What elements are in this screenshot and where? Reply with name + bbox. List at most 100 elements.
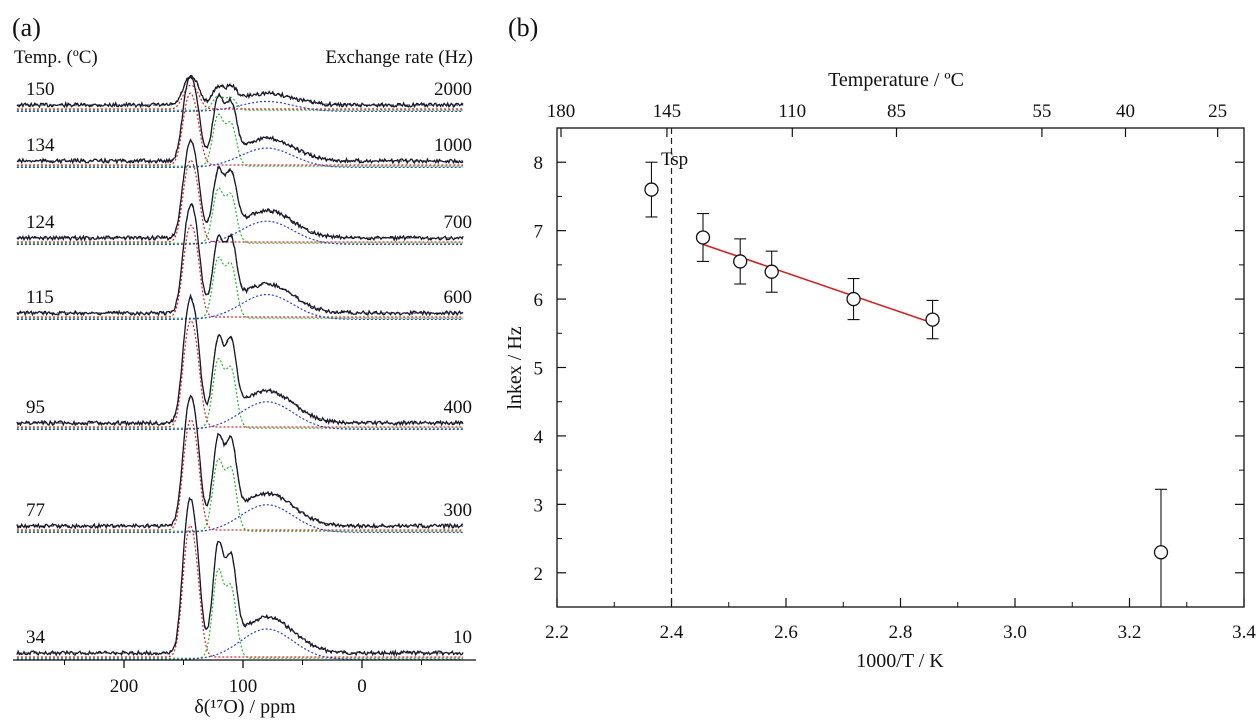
a-tick-label: 200 <box>110 676 139 697</box>
top-tick-label: 25 <box>1208 101 1227 122</box>
x-tick-label: 2.6 <box>774 622 798 643</box>
fit-curve <box>16 75 464 162</box>
data-point-0 <box>644 161 659 218</box>
component-2 <box>16 220 464 245</box>
top-tick-label: 55 <box>1032 101 1051 122</box>
component-1 <box>16 187 464 244</box>
rate-label: 1000 <box>434 135 472 156</box>
panel-b: (b) Temperature / ºC 2.2 2.4 2.6 2.8 3.0 3.2 3… <box>504 13 1256 672</box>
component-2 <box>16 293 464 320</box>
component-0 <box>16 418 464 531</box>
fit-curve <box>16 296 464 424</box>
panel-a-xlabel: δ(¹⁷O) / ppm <box>194 696 296 718</box>
temp-label: 115 <box>26 287 54 308</box>
experimental-curve <box>16 394 464 530</box>
marker <box>925 312 940 327</box>
x-tick-label: 2.4 <box>660 622 684 643</box>
marker <box>695 230 711 245</box>
component-2 <box>16 504 464 533</box>
y-tick-label: 6 <box>534 290 544 311</box>
data-point-3 <box>764 250 779 293</box>
data-point-6 <box>1153 488 1169 607</box>
spectra-layer: 150 2000 134 1000 124 700 115 600 95 400 77 300 34 10 <box>16 74 473 660</box>
temp-label: 150 <box>26 79 55 100</box>
component-1 <box>16 256 464 319</box>
top-tick-label: 180 <box>547 101 576 122</box>
rate-label: 2000 <box>434 79 472 100</box>
component-1 <box>16 357 464 429</box>
marker <box>846 291 861 307</box>
spectrum-134: 134 1000 <box>16 75 472 168</box>
marker <box>1153 545 1169 560</box>
spectrum-150: 150 2000 <box>16 74 472 112</box>
y-tick-label: 3 <box>534 495 544 516</box>
plot-frame <box>556 127 1245 608</box>
top-tick-label: 85 <box>887 101 906 122</box>
component-0 <box>16 224 464 318</box>
panel-b-xlabel: 1000/T / K <box>856 650 944 672</box>
y-tick-label: 8 <box>534 153 544 174</box>
spectrum-95: 95 400 <box>16 293 472 430</box>
y-tick-label: 5 <box>534 359 544 380</box>
spectrum-77: 77 300 <box>16 394 473 533</box>
marker <box>644 182 659 197</box>
fit-curve <box>16 204 464 314</box>
experimental-curve <box>16 202 464 317</box>
panel-b-label: (b) <box>508 13 538 42</box>
x-tick-label: 3.2 <box>1118 622 1142 643</box>
marker <box>733 254 748 269</box>
component-0 <box>16 159 464 243</box>
y-tick-label: 7 <box>534 222 544 243</box>
y-tick-label: 4 <box>534 427 544 448</box>
spectrum-34: 34 10 <box>16 496 472 660</box>
top-tick-label: 145 <box>653 101 682 122</box>
rate-header: Exchange rate (Hz) <box>325 47 473 68</box>
experimental-curve <box>16 75 464 165</box>
panel-b-ticks: 2.2 2.4 2.6 2.8 3.0 3.2 3.4 2 3 4 5 6 7 8 180 145 110 85 5… <box>534 101 1257 643</box>
tsp-label: Tsp <box>661 149 688 170</box>
rate-label: 600 <box>444 287 473 308</box>
temp-label: 124 <box>26 212 55 233</box>
panel-b-ylabel: lnkex / Hz <box>504 326 526 409</box>
y-tick-label: 2 <box>534 564 544 585</box>
panel-a-label: (a) <box>12 13 41 42</box>
rate-label: 700 <box>444 212 473 233</box>
a-tick-label: 100 <box>229 676 258 697</box>
spectrum-115: 115 600 <box>16 202 473 320</box>
experimental-curve <box>16 496 464 657</box>
panel-b-data <box>644 128 1169 607</box>
a-tick-label: 0 <box>357 676 367 697</box>
experimental-curve <box>16 74 464 109</box>
spectrum-124: 124 700 <box>16 138 473 245</box>
panel-a-ticks: 200 100 0 <box>64 660 422 697</box>
component-2 <box>16 147 464 168</box>
temp-label: 95 <box>26 397 45 418</box>
fit-curve <box>16 497 464 654</box>
component-1 <box>16 457 464 532</box>
fit-curve <box>16 76 464 106</box>
component-1 <box>16 95 464 111</box>
x-tick-label: 3.4 <box>1232 622 1256 643</box>
component-1 <box>16 113 464 167</box>
panel-a: (a) Temp. (ºC) Exchange rate (Hz) 150 200… <box>12 13 476 718</box>
experimental-curve <box>16 293 464 427</box>
component-2 <box>16 100 464 112</box>
component-0 <box>16 84 464 110</box>
x-tick-label: 2.2 <box>545 622 569 643</box>
fit-curve <box>16 394 464 527</box>
data-point-5 <box>925 299 940 340</box>
top-tick-label: 40 <box>1116 101 1135 122</box>
marker <box>764 264 779 279</box>
top-tick-label: 110 <box>778 101 806 122</box>
rate-label: 300 <box>444 500 473 521</box>
experimental-curve <box>16 138 464 242</box>
component-0 <box>16 524 464 658</box>
temp-label: 134 <box>26 135 55 156</box>
data-point-4 <box>846 277 861 321</box>
temp-label: 34 <box>26 627 46 648</box>
temp-label: 77 <box>26 500 45 521</box>
rate-label: 10 <box>453 627 472 648</box>
top-axis-title: Temperature / ºC <box>828 69 964 91</box>
x-tick-label: 2.8 <box>889 622 913 643</box>
